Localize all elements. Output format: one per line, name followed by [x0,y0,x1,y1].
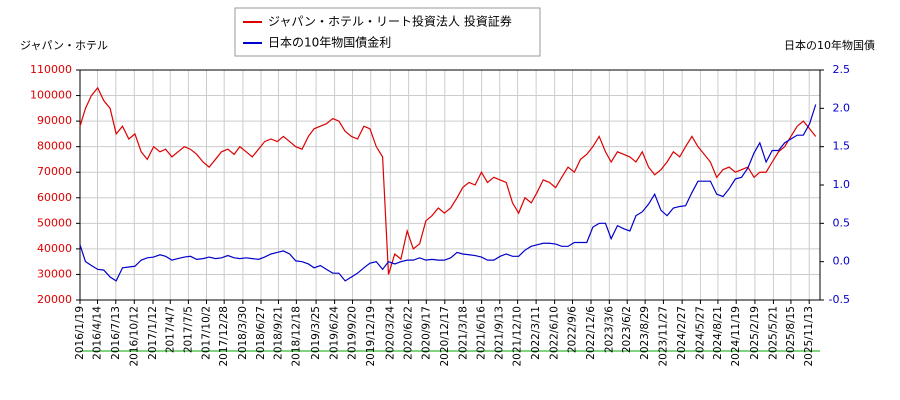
x-tick-label: 2018/12/18 [290,306,302,367]
x-tick-label: 2019/6/24 [329,306,341,360]
x-tick-label: 2021/9/13 [494,306,506,360]
x-tick-label: 2017/10/2 [200,306,212,360]
series-line [79,86,817,275]
y-tick-label: 50000 [37,216,72,229]
plot-area [80,70,820,300]
x-tick-label: 2025/8/15 [785,306,797,360]
x-tick-label: 2018/9/21 [272,306,284,360]
y2-tick-label: -0.5 [829,293,850,306]
y-tick-label: 80000 [37,140,72,153]
legend-label: 日本の10年物国債金利 [268,35,391,50]
x-tick-label: 2018/3/30 [237,306,249,360]
y-tick-label: 20000 [37,293,72,306]
x-tick-label: 2019/12/19 [365,306,377,367]
legend-label: ジャパン・ホテル・リート投資法人 投資証券 [268,14,512,29]
x-tick-label: 2021/3/18 [457,306,469,360]
x-tick-label: 2017/7/5 [182,306,194,353]
y2-tick-label: 1.5 [833,140,851,153]
x-tick-label: 2017/4/7 [164,306,176,353]
x-tick-label: 2017/1/12 [147,306,159,360]
x-tick-label: 2022/12/6 [585,306,597,360]
y-tick-label: 110000 [30,63,72,76]
y-tick-label: 30000 [37,267,72,280]
y-axis-title: ジャパン・ホテル [20,39,108,52]
y2-tick-label: 0.0 [833,255,851,268]
x-tick-label: 2024/5/27 [694,306,706,360]
y-tick-label: 40000 [37,242,72,255]
x-tick-label: 2021/12/10 [512,306,524,367]
x-tick-label: 2017/12/28 [218,306,230,367]
x-tick-label: 2019/9/20 [346,306,358,360]
x-tick-label: 2025/5/21 [767,306,779,360]
x-tick-label: 2016/10/12 [128,306,140,367]
x-tick-label: 2023/6/2 [621,306,633,353]
series-line [79,104,817,282]
plot-frame [79,69,821,301]
y-tick-label: 60000 [37,191,72,204]
x-tick-label: 2025/11/13 [803,306,815,367]
x-tick-label: 2024/11/19 [730,306,742,367]
x-tick-label: 2020/3/24 [384,306,396,360]
x-tick-label: 2022/9/6 [567,306,579,353]
y2-tick-label: 0.5 [833,216,851,229]
y-tick-label: 70000 [37,165,72,178]
x-tick-label: 2022/6/10 [549,306,561,360]
y-tick-label: 100000 [30,89,72,102]
x-tick-label: 2020/9/17 [420,306,432,360]
x-tick-label: 2021/6/16 [476,306,488,360]
x-tick-label: 2016/7/13 [110,306,122,360]
x-tick-label: 2025/2/19 [749,306,761,360]
x-tick-label: 2020/12/17 [439,306,451,367]
x-tick-label: 2016/4/14 [91,306,103,360]
y2-tick-label: 1.0 [833,178,851,191]
legend-box [234,7,541,57]
y2-tick-label: 2.5 [833,63,851,76]
x-tick-label: 2023/8/29 [639,306,651,360]
y2-tick-label: 2.0 [833,101,851,114]
x-tick-label: 2022/3/11 [530,306,542,360]
x-tick-label: 2024/8/21 [712,306,724,360]
x-tick-label: 2016/1/19 [74,306,86,360]
y2-axis-title: 日本の10年物国債 [784,38,875,52]
x-tick-label: 2020/6/22 [403,306,415,360]
x-tick-label: 2024/2/27 [676,306,688,360]
x-tick-label: 2023/11/27 [657,306,669,367]
y-tick-label: 90000 [37,114,72,127]
x-tick-label: 2019/3/25 [310,306,322,360]
x-tick-label: 2023/3/6 [603,306,615,353]
x-tick-label: 2018/6/27 [255,306,267,360]
